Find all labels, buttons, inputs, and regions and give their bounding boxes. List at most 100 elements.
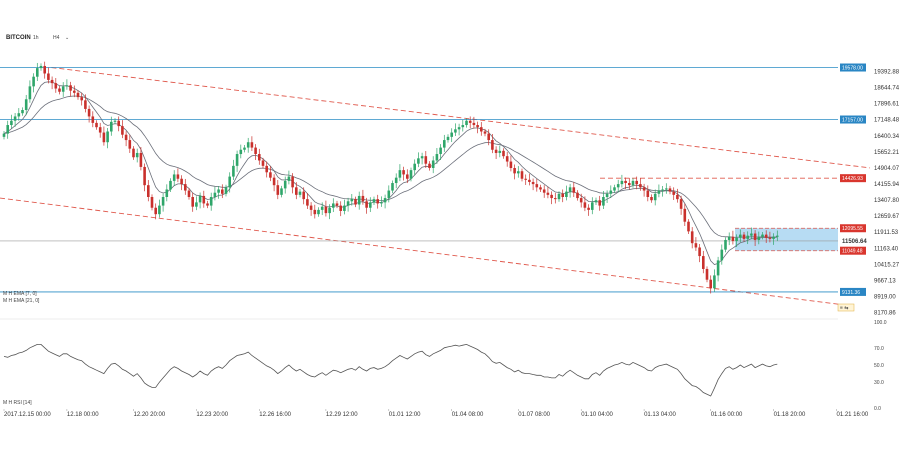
candle-body[interactable] xyxy=(465,120,468,126)
candle-body[interactable] xyxy=(287,176,291,181)
candle-body[interactable] xyxy=(750,233,753,236)
ema21-legend[interactable]: M H EMA [21, 0] xyxy=(3,298,40,304)
candle-body[interactable] xyxy=(246,142,250,148)
candle-body[interactable] xyxy=(132,148,135,158)
candle-body[interactable] xyxy=(335,203,339,206)
candle-body[interactable] xyxy=(328,207,331,214)
candle-body[interactable] xyxy=(642,187,646,191)
candle-body[interactable] xyxy=(705,268,709,280)
candle-body[interactable] xyxy=(702,256,705,269)
candle-body[interactable] xyxy=(739,234,742,238)
candle-body[interactable] xyxy=(753,233,757,240)
rsi-legend[interactable]: M H RSI [14] xyxy=(3,400,32,406)
candle-body[interactable] xyxy=(161,196,165,206)
candle-body[interactable] xyxy=(487,133,490,141)
candle-body[interactable] xyxy=(683,208,687,222)
candle-body[interactable] xyxy=(169,180,172,190)
candle-body[interactable] xyxy=(269,172,272,178)
candle-body[interactable] xyxy=(428,163,431,168)
candle-body[interactable] xyxy=(121,126,124,135)
candle-body[interactable] xyxy=(380,202,383,204)
candle-body[interactable] xyxy=(409,170,413,179)
candle-body[interactable] xyxy=(472,122,476,126)
candle-body[interactable] xyxy=(402,170,405,175)
candle-body[interactable] xyxy=(509,161,513,168)
candle-body[interactable] xyxy=(646,190,650,197)
candle-body[interactable] xyxy=(443,140,446,148)
candle-body[interactable] xyxy=(698,247,701,257)
candle-body[interactable] xyxy=(539,187,542,190)
candle-body[interactable] xyxy=(28,86,32,100)
channel-upper-line[interactable] xyxy=(51,67,871,169)
candle-body[interactable] xyxy=(631,180,635,186)
candle-body[interactable] xyxy=(572,187,576,193)
candle-body[interactable] xyxy=(84,100,87,109)
candle-body[interactable] xyxy=(731,236,735,242)
candle-body[interactable] xyxy=(650,196,653,201)
candle-body[interactable] xyxy=(110,121,113,132)
candle-body[interactable] xyxy=(106,131,109,143)
candle-body[interactable] xyxy=(550,194,553,199)
candle-body[interactable] xyxy=(576,192,579,199)
candle-body[interactable] xyxy=(198,195,202,203)
candle-body[interactable] xyxy=(687,221,690,232)
candle-body[interactable] xyxy=(653,193,657,201)
candle-body[interactable] xyxy=(383,198,387,203)
candle-body[interactable] xyxy=(764,234,768,238)
channel-lower-line[interactable] xyxy=(0,197,841,305)
candle-body[interactable] xyxy=(65,85,69,87)
candle-body[interactable] xyxy=(665,188,668,190)
candle-body[interactable] xyxy=(513,167,516,174)
candle-body[interactable] xyxy=(217,189,220,193)
candle-body[interactable] xyxy=(713,275,716,289)
candle-body[interactable] xyxy=(195,202,198,207)
candle-body[interactable] xyxy=(43,65,46,74)
candle-body[interactable] xyxy=(431,160,435,168)
candle-body[interactable] xyxy=(13,116,17,121)
candle-body[interactable] xyxy=(91,116,95,123)
candle-body[interactable] xyxy=(128,140,132,149)
candle-body[interactable] xyxy=(720,249,724,261)
candle-body[interactable] xyxy=(494,149,498,153)
candle-body[interactable] xyxy=(483,131,487,134)
candle-body[interactable] xyxy=(768,237,772,239)
candle-body[interactable] xyxy=(694,243,698,248)
candle-body[interactable] xyxy=(21,109,24,114)
candle-body[interactable] xyxy=(579,198,583,203)
candle-body[interactable] xyxy=(587,207,590,210)
candle-body[interactable] xyxy=(624,180,627,184)
candle-body[interactable] xyxy=(24,99,28,110)
candle-body[interactable] xyxy=(80,97,83,101)
candle-body[interactable] xyxy=(661,189,664,191)
candle-body[interactable] xyxy=(594,200,598,203)
candle-body[interactable] xyxy=(561,193,564,197)
candle-body[interactable] xyxy=(232,165,235,177)
candle-body[interactable] xyxy=(317,209,320,215)
candle-body[interactable] xyxy=(320,206,324,210)
candle-body[interactable] xyxy=(32,76,35,87)
candle-body[interactable] xyxy=(690,231,694,244)
candle-body[interactable] xyxy=(258,154,261,161)
candle-body[interactable] xyxy=(73,90,76,93)
candle-body[interactable] xyxy=(406,174,409,179)
candle-body[interactable] xyxy=(439,147,442,155)
candle-body[interactable] xyxy=(113,120,117,122)
interval-label[interactable]: 1h xyxy=(33,35,39,41)
candle-body[interactable] xyxy=(394,177,398,184)
candle-body[interactable] xyxy=(61,86,65,92)
candle-body[interactable] xyxy=(343,205,346,211)
candle-body[interactable] xyxy=(435,154,439,161)
candle-body[interactable] xyxy=(276,185,280,195)
timeframe-label[interactable]: H4 xyxy=(53,35,60,41)
candle-body[interactable] xyxy=(557,193,561,200)
candle-body[interactable] xyxy=(524,178,527,180)
candle-body[interactable] xyxy=(391,183,394,191)
candle-body[interactable] xyxy=(635,180,638,185)
candle-body[interactable] xyxy=(313,209,317,215)
candle-body[interactable] xyxy=(672,191,675,195)
candle-body[interactable] xyxy=(261,160,265,166)
candle-body[interactable] xyxy=(172,174,176,181)
candle-body[interactable] xyxy=(387,190,391,199)
candle-body[interactable] xyxy=(679,199,683,209)
